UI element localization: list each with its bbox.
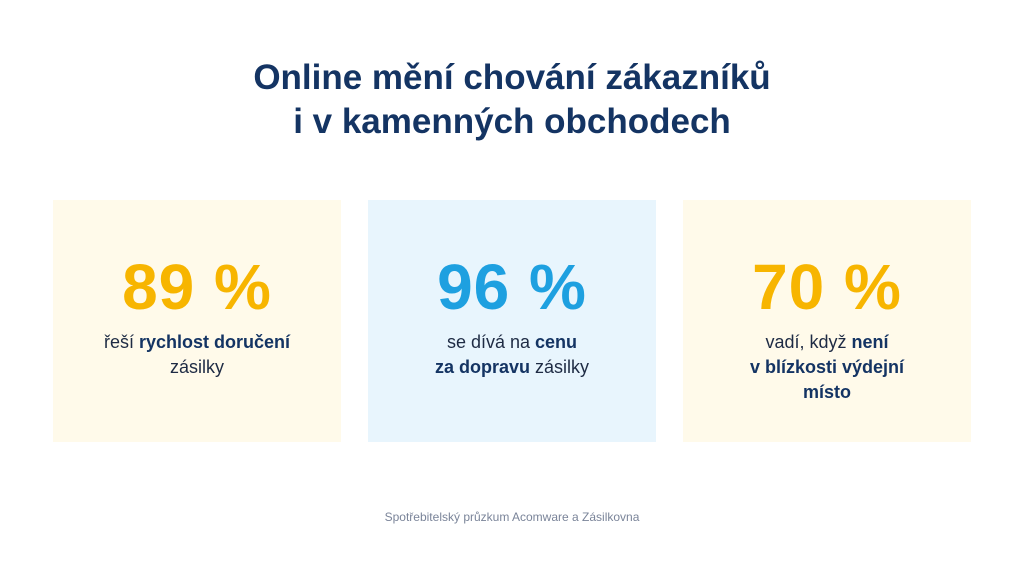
- text-segment-bold: za dopravu: [434, 357, 530, 377]
- text-segment: zásilky: [169, 357, 224, 377]
- stat-card-pickup-point: 70 % vadí, když není v blízkosti výdejní…: [683, 200, 971, 442]
- description-line: za dopravu zásilky: [368, 355, 656, 380]
- description-line: se dívá na cenu: [368, 330, 656, 355]
- stat-value: 96 %: [437, 251, 587, 323]
- text-segment: vadí, když: [765, 332, 852, 352]
- page-title: Online mění chování zákazníků i v kamenn…: [0, 56, 1024, 144]
- text-segment: zásilky: [530, 357, 590, 377]
- stat-description: vadí, když není v blízkosti výdejní míst…: [683, 330, 971, 405]
- description-line: v blízkosti výdejní: [683, 355, 971, 380]
- title-line-2: i v kamenných obchodech: [293, 102, 731, 141]
- text-segment-bold: rychlost doručení: [138, 332, 291, 352]
- stat-value: 89 %: [122, 251, 272, 323]
- title-line-1: Online mění chování zákazníků: [253, 58, 771, 97]
- stat-value: 70 %: [752, 251, 902, 323]
- text-segment-bold: v blízkosti výdejní: [749, 357, 905, 377]
- text-segment: řeší: [103, 332, 139, 352]
- text-segment-bold: cenu: [535, 332, 578, 352]
- source-note: Spotřebitelský průzkum Acomware a Zásilk…: [384, 510, 640, 524]
- text-segment-bold: není: [851, 332, 889, 352]
- description-line: zásilky: [53, 355, 341, 380]
- text-segment: se dívá na: [446, 332, 536, 352]
- description-line: řeší rychlost doručení: [53, 330, 341, 355]
- text-segment-bold: místo: [802, 382, 851, 402]
- stat-card-delivery-speed: 89 % řeší rychlost doručení zásilky: [53, 200, 341, 442]
- description-line: vadí, když není: [683, 330, 971, 355]
- stat-description: řeší rychlost doručení zásilky: [53, 330, 341, 380]
- stat-description: se dívá na cenu za dopravu zásilky: [368, 330, 656, 380]
- stat-card-shipping-price: 96 % se dívá na cenu za dopravu zásilky: [368, 200, 656, 442]
- description-line: místo: [683, 380, 971, 405]
